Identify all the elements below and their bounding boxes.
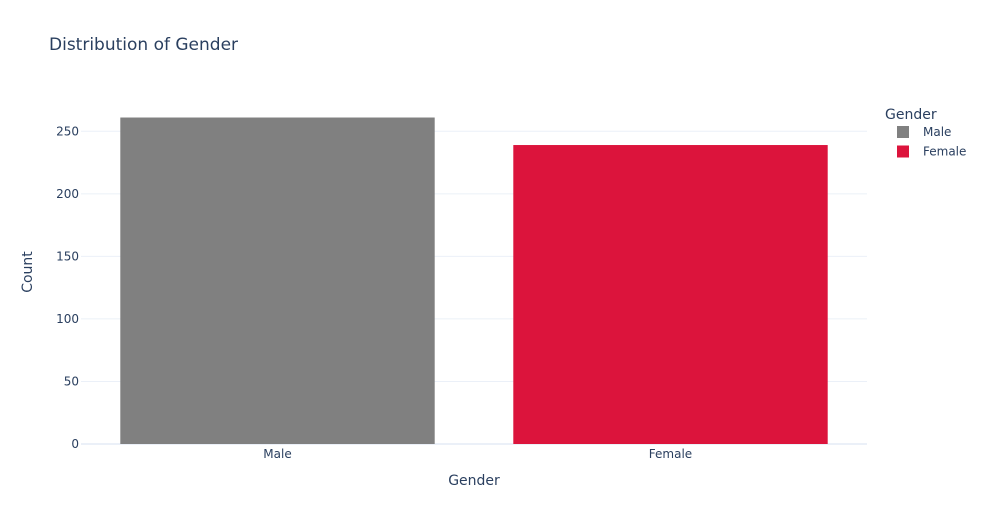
y-axis-title: Count — [20, 251, 36, 293]
y-tick-label: 0 — [71, 437, 79, 451]
y-tick-label: 100 — [56, 312, 79, 326]
bar-female[interactable] — [513, 145, 828, 445]
chart-title: Distribution of Gender — [49, 35, 238, 55]
y-tick-label: 150 — [56, 249, 79, 263]
x-tick-label: Female — [649, 447, 692, 461]
legend-label-female[interactable]: Female — [923, 145, 966, 159]
legend-swatch-female[interactable] — [897, 145, 909, 158]
legend-label-male[interactable]: Male — [923, 125, 951, 139]
y-tick-label: 200 — [56, 187, 79, 201]
legend: Gender Male Female — [885, 107, 966, 159]
bars — [120, 117, 828, 445]
y-tick-label: 250 — [56, 124, 79, 138]
y-tick-label: 50 — [64, 374, 79, 388]
legend-swatch-male[interactable] — [897, 126, 909, 138]
x-axis-ticks: Male Female — [263, 447, 692, 461]
bar-male[interactable] — [120, 117, 435, 444]
legend-title: Gender — [885, 107, 937, 123]
x-axis-title: Gender — [448, 473, 500, 489]
x-tick-label: Male — [263, 447, 291, 461]
y-axis-ticks: 0 50 100 150 200 250 — [56, 124, 79, 451]
